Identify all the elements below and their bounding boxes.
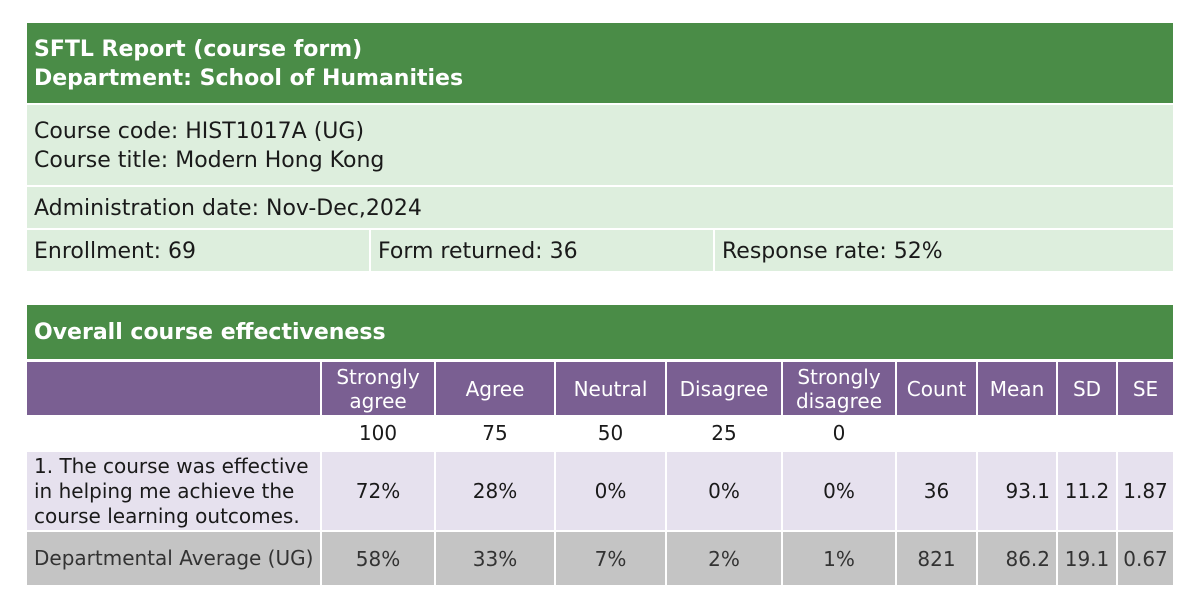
row-label-question-1: 1. The course was effective in helping m… xyxy=(27,452,320,530)
cell-avg-agree: 33% xyxy=(436,532,554,585)
cell-avg-disagree: 2% xyxy=(667,532,781,585)
forms-returned: Form returned: 36 xyxy=(371,230,713,271)
cell-avg-sd: 19.1 xyxy=(1058,532,1116,585)
cell-q1-disagree: 0% xyxy=(667,452,781,530)
scale-disagree: 25 xyxy=(711,421,737,445)
header-blank xyxy=(27,362,320,415)
cell-avg-neutral: 7% xyxy=(556,532,665,585)
cell-q1-se: 1.87 xyxy=(1118,452,1173,530)
cell-q1-sd: 11.2 xyxy=(1058,452,1116,530)
scale-agree: 75 xyxy=(482,421,508,445)
cell-avg-count: 821 xyxy=(897,532,976,585)
cell-q1-count: 36 xyxy=(897,452,976,530)
cell-q1-mean: 93.1 xyxy=(978,452,1056,530)
response-rate: Response rate: 52% xyxy=(715,230,1173,271)
section-title: Overall course effectiveness xyxy=(27,305,1173,359)
row-label-departmental-average: Departmental Average (UG) xyxy=(27,532,320,585)
cell-avg-mean: 86.2 xyxy=(978,532,1056,585)
header-strongly-agree: Strongly agree xyxy=(322,362,434,415)
administration-date: Administration date: Nov-Dec,2024 xyxy=(27,187,1173,228)
header-sd: SD xyxy=(1058,362,1116,415)
course-info: Course code: HIST1017A (UG) Course title… xyxy=(27,105,1173,185)
cell-q1-strongly-agree: 72% xyxy=(322,452,434,530)
report-header: SFTL Report (course form) Department: Sc… xyxy=(27,23,1173,103)
report-title: SFTL Report (course form) xyxy=(34,37,363,62)
cell-avg-se: 0.67 xyxy=(1118,532,1173,585)
header-agree: Agree xyxy=(436,362,554,415)
course-code: Course code: HIST1017A (UG) xyxy=(34,119,365,144)
cell-avg-strongly-disagree: 1% xyxy=(783,532,895,585)
header-neutral: Neutral xyxy=(556,362,665,415)
course-title: Course title: Modern Hong Kong xyxy=(34,148,385,173)
enrollment: Enrollment: 69 xyxy=(27,230,369,271)
header-se: SE xyxy=(1118,362,1173,415)
scale-strongly-disagree: 0 xyxy=(832,421,846,445)
cell-q1-neutral: 0% xyxy=(556,452,665,530)
cell-q1-agree: 28% xyxy=(436,452,554,530)
cell-q1-strongly-disagree: 0% xyxy=(783,452,895,530)
department-name: Department: School of Humanities xyxy=(34,66,464,91)
header-count: Count xyxy=(897,362,976,415)
scale-neutral: 50 xyxy=(597,421,624,445)
scale-strongly-agree: 100 xyxy=(358,421,398,445)
cell-avg-strongly-agree: 58% xyxy=(322,532,434,585)
header-disagree: Disagree xyxy=(667,362,781,415)
header-mean: Mean xyxy=(978,362,1056,415)
header-strongly-disagree: Strongly disagree xyxy=(783,362,895,415)
